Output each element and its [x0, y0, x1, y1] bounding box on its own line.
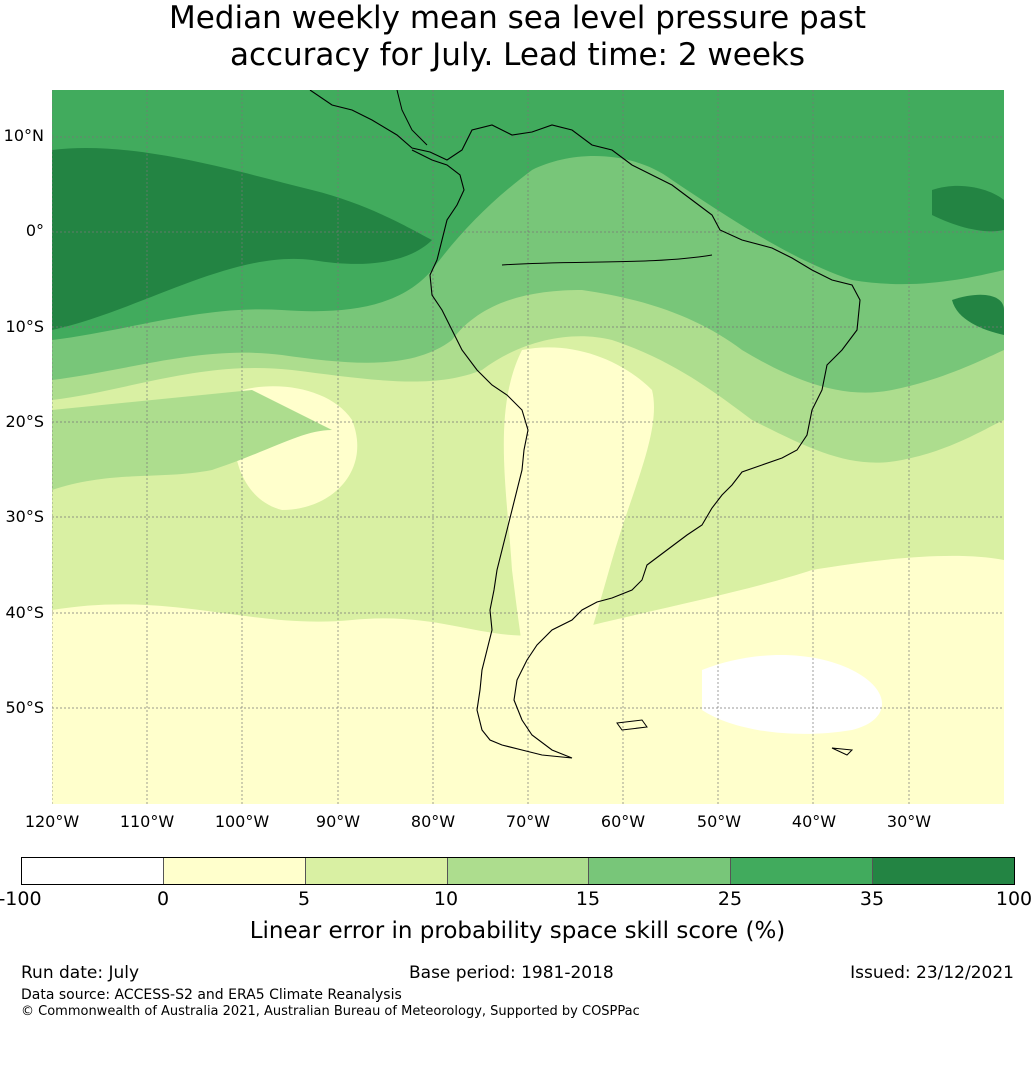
lon-label-110w: 110°W — [119, 812, 175, 831]
title-line-1: Median weekly mean sea level pressure pa… — [168, 0, 866, 36]
lat-label-30s: 30°S — [5, 507, 44, 526]
colorbar-tick: -100 — [0, 888, 42, 910]
lon-label-120w: 120°W — [24, 812, 80, 831]
colorbar-label: Linear error in probability space skill … — [249, 918, 786, 944]
graticule — [52, 90, 1004, 804]
colorbar-tick: 100 — [995, 888, 1033, 910]
lat-label-40s: 40°S — [5, 603, 44, 622]
colorbar-segment — [731, 858, 874, 884]
run-date: Run date: July — [21, 963, 140, 983]
colorbar-segment — [305, 858, 448, 884]
colorbar-tick: 5 — [297, 888, 311, 910]
colorbar-segment — [873, 858, 1015, 884]
band-35-100-atlantic-1 — [932, 185, 1004, 232]
colorbar-segment — [447, 858, 590, 884]
band-negative-patch — [702, 655, 882, 734]
colorbar-tick: 35 — [859, 888, 885, 910]
skill-score-map — [52, 90, 1004, 804]
lat-label-20s: 20°S — [5, 412, 44, 431]
lon-label-40w: 40°W — [791, 812, 837, 831]
lat-label-50s: 50°S — [5, 698, 44, 717]
band-0-5-continent — [503, 347, 654, 750]
falkland-islands — [616, 719, 648, 731]
lon-label-100w: 100°W — [214, 812, 270, 831]
lat-label-10s: 10°S — [5, 317, 44, 336]
issued-date: Issued: 23/12/2021 — [850, 963, 1014, 983]
south-america-coastline — [309, 90, 861, 759]
map-svg — [52, 90, 1004, 804]
data-source: Data source: ACCESS-S2 and ERA5 Climate … — [21, 987, 402, 1003]
colorbar — [21, 857, 1015, 885]
lon-label-80w: 80°W — [410, 812, 456, 831]
copyright: © Commonwealth of Australia 2021, Austra… — [21, 1004, 640, 1019]
lon-label-50w: 50°W — [696, 812, 742, 831]
colorbar-tick: 0 — [156, 888, 170, 910]
central-america-coast — [396, 90, 428, 146]
lon-label-90w: 90°W — [315, 812, 361, 831]
band-35-100-atlantic-2 — [952, 294, 1004, 335]
lon-label-30w: 30°W — [886, 812, 932, 831]
base-period: Base period: 1981-2018 — [409, 963, 614, 983]
title-line-2: accuracy for July. Lead time: 2 weeks — [229, 37, 806, 73]
colorbar-segment — [589, 858, 732, 884]
colorbar-segment — [163, 858, 306, 884]
lon-label-60w: 60°W — [600, 812, 646, 831]
south-georgia — [831, 747, 854, 756]
lon-label-70w: 70°W — [505, 812, 551, 831]
chart-title: Median weekly mean sea level pressure pa… — [0, 0, 1035, 74]
colorbar-tick: 10 — [433, 888, 459, 910]
lat-label-10n: 10°N — [3, 126, 44, 145]
band-10-15-west — [52, 390, 332, 490]
colorbar-tick: 25 — [717, 888, 743, 910]
colorbar-segment — [22, 858, 164, 884]
amazon-river — [501, 254, 713, 266]
lat-label-0: 0° — [25, 221, 44, 240]
colorbar-tick: 15 — [575, 888, 601, 910]
band-25-35 — [52, 90, 1004, 340]
